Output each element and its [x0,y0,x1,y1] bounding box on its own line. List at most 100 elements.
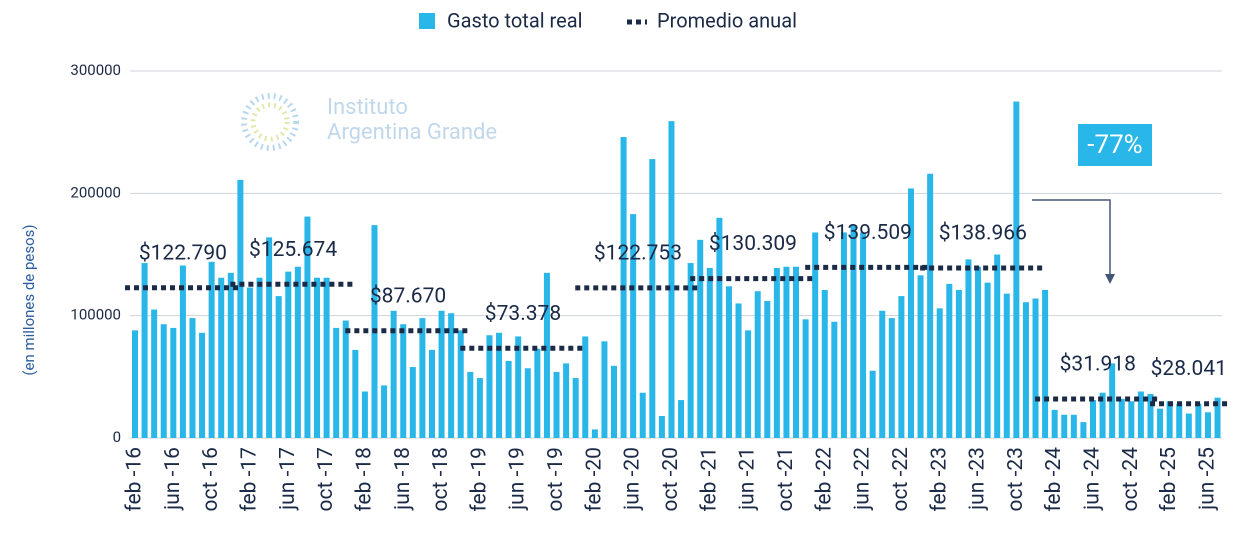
bar [304,216,311,438]
logo-text: Instituto [327,95,408,120]
arrow [1032,199,1111,280]
bar [783,266,790,438]
bar [1051,409,1058,438]
bar [438,310,445,438]
bar [965,259,972,438]
bar [572,378,579,438]
bar [1128,401,1135,438]
x-tick-label: feb -21 [697,447,721,512]
bar [390,310,397,438]
bar [314,277,321,438]
average-label: $138.966 [939,222,1027,246]
bar [208,261,215,438]
bar [984,282,991,438]
bar [476,378,483,438]
bar [563,363,570,438]
bar [639,392,646,438]
bar [745,330,752,438]
average-label: $130.309 [709,232,797,256]
bar [352,349,359,438]
legend-label: Promedio anual [657,8,797,32]
x-tick-label: feb -22 [812,447,836,512]
bar [467,371,474,438]
average-label: $87.670 [370,284,446,308]
bar [955,289,962,438]
bar [687,263,694,438]
average-label: $122.790 [139,241,227,265]
x-tick-label: jun -17 [276,447,300,511]
bar [1214,397,1221,438]
bar [524,368,531,438]
x-tick-label: jun -24 [1081,447,1105,511]
bar [409,367,416,438]
bar [850,225,857,438]
y-tick-label: 0 [113,428,121,446]
bar [361,391,368,438]
bar [553,371,560,438]
bar [840,232,847,438]
bar [869,370,876,438]
bar [764,300,771,438]
bar [179,265,186,438]
bar [1013,101,1020,438]
bar [601,341,608,438]
logo: Instituto Argentina Grande [241,93,497,151]
bar [907,188,914,438]
x-tick-label: oct -16 [199,447,223,511]
logo-ring [250,102,290,142]
bar [333,327,340,438]
bar [917,275,924,438]
bar [831,321,838,438]
bar [611,365,617,438]
bar [1195,403,1202,438]
x-tick-label: jun -22 [851,447,875,511]
bar [151,309,158,438]
average-label: $122.753 [594,241,682,265]
bar [1109,363,1116,438]
bar [448,313,455,438]
bar [649,159,656,438]
average-label: $31.918 [1060,353,1136,377]
bar [285,271,292,438]
average-label: $125.674 [249,238,337,262]
bar [381,385,388,438]
bar [754,291,761,438]
bar [486,335,493,438]
y-axis-label: (en millones de pesos) [20,224,38,375]
bar [534,348,541,438]
bar [879,310,886,438]
bar [860,232,867,438]
bar [630,214,637,438]
bar [678,400,685,438]
bar [457,330,464,438]
bar [1157,408,1164,438]
bar [218,277,225,438]
bar [1032,298,1039,438]
bar [227,272,234,438]
bar [697,239,704,438]
x-tick-label: jun -16 [161,447,185,511]
x-tick-label: oct -22 [889,447,913,512]
bar [1042,289,1049,438]
bar [994,254,1001,438]
bar [1204,412,1211,438]
bar [946,283,953,438]
x-tick-label: jun -23 [966,447,990,511]
bar [275,296,282,438]
bar [735,303,742,438]
x-tick-label: feb -17 [238,447,262,512]
bar [1176,403,1183,438]
bar [716,217,723,438]
x-tick-label: jun -18 [391,447,415,511]
bar [658,415,665,438]
bar [725,286,732,438]
x-tick-label: oct -17 [314,447,338,511]
bar [582,336,589,438]
bar [1118,398,1125,438]
bar [141,263,148,438]
bar [199,332,206,438]
annotation-box [1078,124,1152,166]
bar [668,121,675,438]
bar [515,336,522,438]
x-tick-label: oct -18 [429,447,453,511]
